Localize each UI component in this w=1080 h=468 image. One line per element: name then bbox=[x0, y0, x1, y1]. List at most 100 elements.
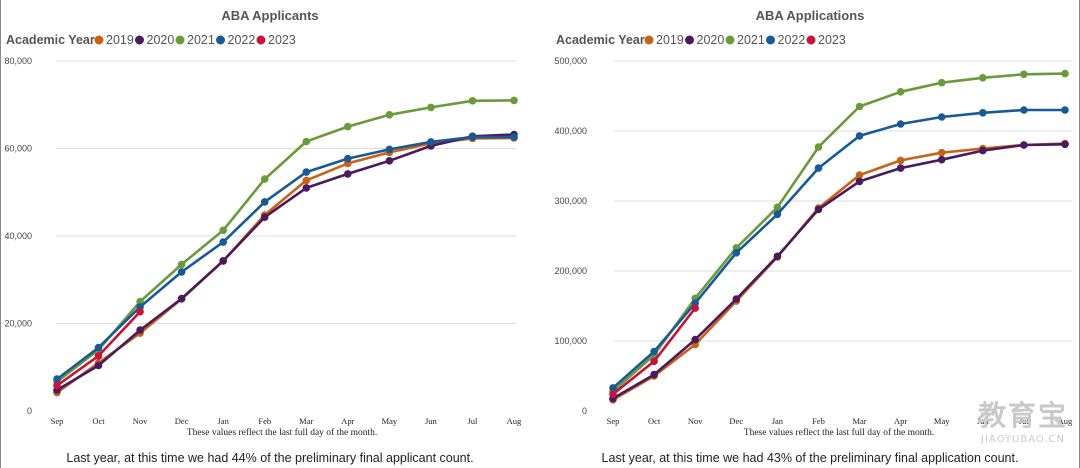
data-point-2020-Nov[interactable] bbox=[691, 336, 699, 344]
data-point-2020-Apr[interactable] bbox=[344, 170, 352, 178]
data-point-2022-Apr[interactable] bbox=[897, 120, 905, 128]
data-point-2020-Jan[interactable] bbox=[774, 252, 782, 260]
legend-item-2023[interactable]: 2023 bbox=[807, 33, 846, 47]
data-point-2021-May[interactable] bbox=[386, 111, 394, 119]
data-point-2022-Jul[interactable] bbox=[1020, 106, 1028, 114]
data-point-2020-Apr[interactable] bbox=[897, 164, 905, 172]
legend-label-2023: 2023 bbox=[268, 33, 296, 47]
legend-label-2019: 2019 bbox=[106, 33, 134, 47]
data-point-2020-May[interactable] bbox=[386, 157, 394, 165]
x-tick-label: Feb bbox=[812, 416, 825, 426]
data-point-2021-Mar[interactable] bbox=[856, 103, 864, 111]
legend-marker-2020 bbox=[135, 36, 144, 45]
y-tick-label: 20,000 bbox=[4, 319, 32, 329]
data-point-2023-Sep[interactable] bbox=[609, 390, 617, 398]
data-point-2023-Nov[interactable] bbox=[691, 304, 699, 312]
data-point-2021-Feb[interactable] bbox=[261, 175, 269, 183]
y-tick-label: 500,000 bbox=[554, 56, 587, 66]
applications-chart-panel: ABA Applications Academic Year 2019 2020 202… bbox=[540, 0, 1080, 468]
data-point-2020-May[interactable] bbox=[938, 156, 946, 164]
applications-caption: Last year, at this time we had 43% of th… bbox=[540, 451, 1080, 465]
data-point-2020-Dec[interactable] bbox=[733, 295, 741, 303]
data-point-2023-Oct[interactable] bbox=[650, 358, 658, 366]
x-tick-label: Oct bbox=[92, 416, 105, 426]
data-point-2022-Jun[interactable] bbox=[979, 109, 987, 117]
data-point-2020-Jan[interactable] bbox=[219, 257, 227, 265]
legend-item-2023[interactable]: 2023 bbox=[257, 33, 296, 47]
data-point-2021-Jul[interactable] bbox=[469, 97, 477, 105]
data-point-2023-Sep[interactable] bbox=[53, 382, 61, 390]
data-point-2022-Dec[interactable] bbox=[178, 268, 186, 276]
data-point-2022-Mar[interactable] bbox=[303, 168, 311, 176]
data-point-2022-Jun[interactable] bbox=[427, 138, 435, 146]
watermark-cn: 教育宝 bbox=[978, 394, 1068, 434]
data-point-2022-Oct[interactable] bbox=[95, 344, 103, 352]
data-point-2020-Aug[interactable] bbox=[1061, 141, 1069, 149]
data-point-2022-Aug[interactable] bbox=[1061, 106, 1069, 114]
data-point-2019-Apr[interactable] bbox=[897, 157, 905, 165]
data-point-2019-Mar[interactable] bbox=[303, 177, 311, 185]
data-point-2021-Jun[interactable] bbox=[979, 74, 987, 82]
data-point-2021-Aug[interactable] bbox=[510, 97, 518, 105]
data-point-2021-Jun[interactable] bbox=[427, 104, 435, 112]
y-tick-label: 80,000 bbox=[4, 56, 32, 66]
data-point-2021-Feb[interactable] bbox=[815, 143, 823, 151]
data-point-2020-Jun[interactable] bbox=[979, 147, 987, 155]
data-point-2020-Nov[interactable] bbox=[136, 326, 144, 334]
x-tick-label: Sep bbox=[607, 416, 620, 426]
chart-title: ABA Applicants bbox=[221, 8, 318, 23]
data-point-2021-Mar[interactable] bbox=[303, 138, 311, 146]
data-point-2022-Jul[interactable] bbox=[469, 133, 477, 141]
legend-marker-2019 bbox=[645, 36, 654, 45]
data-point-2023-Oct[interactable] bbox=[95, 352, 103, 360]
data-point-2020-Feb[interactable] bbox=[261, 213, 269, 221]
legend-item-2020[interactable]: 2020 bbox=[135, 33, 174, 47]
legend-item-2019[interactable]: 2019 bbox=[95, 33, 134, 47]
legend-item-2022[interactable]: 2022 bbox=[766, 33, 805, 47]
data-point-2020-Mar[interactable] bbox=[856, 178, 864, 186]
data-point-2022-Aug[interactable] bbox=[510, 133, 518, 141]
x-tick-label: Feb bbox=[258, 416, 271, 426]
data-point-2022-Oct[interactable] bbox=[650, 348, 658, 356]
data-point-2022-Jan[interactable] bbox=[774, 211, 782, 219]
legend-marker-2023 bbox=[807, 36, 816, 45]
data-point-2021-Jan[interactable] bbox=[219, 227, 227, 235]
legend-item-2019[interactable]: 2019 bbox=[645, 33, 684, 47]
data-point-2020-Dec[interactable] bbox=[178, 295, 186, 303]
x-tick-label: May bbox=[934, 416, 950, 426]
data-point-2019-May[interactable] bbox=[938, 149, 946, 157]
axis-note: These values reflect the last full day o… bbox=[744, 427, 934, 438]
data-point-2020-Oct[interactable] bbox=[650, 371, 658, 379]
legend-label-2023: 2023 bbox=[818, 33, 846, 47]
data-point-2020-Feb[interactable] bbox=[815, 206, 823, 214]
data-point-2022-May[interactable] bbox=[386, 146, 394, 154]
data-point-2022-Apr[interactable] bbox=[344, 155, 352, 163]
x-tick-label: Apr bbox=[341, 416, 354, 426]
data-point-2023-Nov[interactable] bbox=[136, 308, 144, 316]
data-point-2021-May[interactable] bbox=[938, 79, 946, 87]
data-point-2022-Dec[interactable] bbox=[733, 249, 741, 257]
data-point-2022-Sep[interactable] bbox=[53, 375, 61, 383]
data-point-2020-Mar[interactable] bbox=[303, 184, 311, 192]
data-point-2021-Apr[interactable] bbox=[897, 88, 905, 96]
x-tick-label: Nov bbox=[133, 416, 148, 426]
legend-item-2020[interactable]: 2020 bbox=[685, 33, 724, 47]
data-point-2021-Aug[interactable] bbox=[1061, 70, 1069, 78]
data-point-2022-May[interactable] bbox=[938, 113, 946, 121]
data-point-2022-Jan[interactable] bbox=[219, 238, 227, 246]
x-tick-label: Jan bbox=[772, 416, 784, 426]
x-tick-label: Jul bbox=[467, 416, 478, 426]
legend-item-2021[interactable]: 2021 bbox=[726, 33, 765, 47]
data-point-2022-Feb[interactable] bbox=[815, 164, 823, 172]
data-point-2021-Apr[interactable] bbox=[344, 123, 352, 131]
legend-label-2021: 2021 bbox=[737, 33, 765, 47]
series-line-2022 bbox=[613, 110, 1065, 388]
data-point-2021-Jul[interactable] bbox=[1020, 71, 1028, 79]
data-point-2020-Jul[interactable] bbox=[1020, 141, 1028, 149]
data-point-2020-Oct[interactable] bbox=[95, 362, 103, 370]
data-point-2021-Dec[interactable] bbox=[178, 261, 186, 269]
legend-item-2021[interactable]: 2021 bbox=[176, 33, 215, 47]
legend-item-2022[interactable]: 2022 bbox=[216, 33, 255, 47]
data-point-2022-Feb[interactable] bbox=[261, 198, 269, 206]
data-point-2022-Mar[interactable] bbox=[856, 132, 864, 140]
